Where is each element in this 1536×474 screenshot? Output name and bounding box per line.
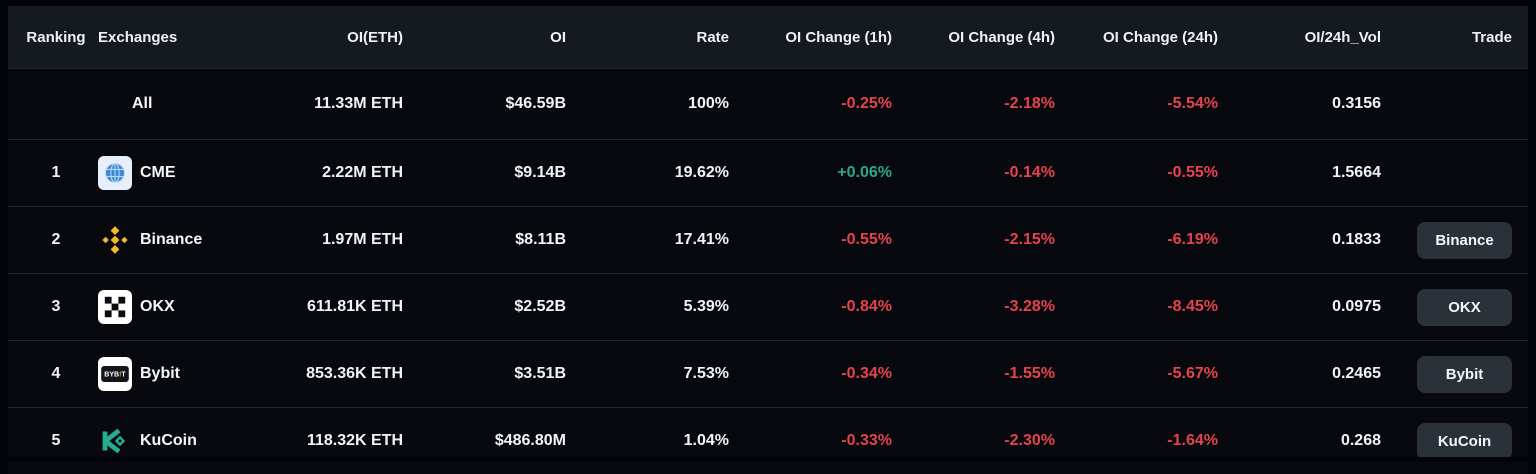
oi-eth-cell: 2.22M ETH (322, 164, 403, 181)
table-row[interactable]: All 11.33M ETH $46.59B 100% -0.25% -2.18… (8, 68, 1528, 139)
oi-24h-vol-cell: 1.5664 (1332, 164, 1381, 181)
kucoin-k-icon (98, 424, 132, 458)
header-ranking: Ranking (26, 28, 86, 46)
oi-change-1h-cell: -0.55% (841, 231, 892, 248)
oi-change-24h-cell: -8.45% (1167, 298, 1218, 315)
oi-change-1h-cell: +0.06% (837, 164, 892, 181)
oi-eth-cell: 1.97M ETH (322, 231, 403, 248)
table-body: All 11.33M ETH $46.59B 100% -0.25% -2.18… (8, 68, 1528, 474)
rate-cell: 1.04% (683, 432, 729, 449)
rate-cell: 5.39% (683, 298, 729, 315)
oi-change-4h-cell: -2.15% (1004, 231, 1055, 248)
oi-usd-cell: $486.80M (494, 432, 566, 449)
oi-eth-cell: 11.33M ETH (314, 95, 403, 112)
oi-24h-vol-cell: 0.268 (1340, 432, 1381, 449)
exchange-name: OKX (140, 298, 175, 315)
oi-eth-cell: 853.36K ETH (306, 365, 403, 382)
oi-usd-cell: $3.51B (514, 365, 566, 382)
exchange-cell: Binance (98, 223, 248, 257)
oi-change-24h-cell: -1.64% (1167, 432, 1218, 449)
bottom-edge (0, 457, 1536, 462)
table-row[interactable]: 5 KuCoin 118.32K ETH $486.80M 1.04% -0.3… (8, 407, 1528, 474)
oi-usd-cell: $46.59B (505, 95, 567, 112)
exchange-cell: KuCoin (98, 424, 248, 458)
trade-button[interactable]: Binance (1417, 221, 1512, 259)
header-oi-change-24h: OI Change (24h) (1102, 28, 1218, 46)
ranking-cell: 4 (51, 365, 61, 382)
trade-cell: KuCoin (1389, 422, 1528, 460)
oi-change-24h-cell: -0.55% (1167, 164, 1218, 181)
trade-cell: Bybit (1389, 355, 1528, 393)
table-header: Ranking Exchanges OI(ETH) OI Rate OI Cha… (8, 6, 1528, 68)
oi-usd-cell: $9.14B (514, 164, 566, 181)
oi-change-4h-cell: -1.55% (1004, 365, 1055, 382)
oi-change-24h-cell: -6.19% (1167, 231, 1218, 248)
exchange-cell: BYB!T Bybit (98, 357, 248, 391)
oi-change-24h-cell: -5.54% (1167, 95, 1218, 112)
oi-change-1h-cell: -0.33% (841, 432, 892, 449)
cme-globe-icon (98, 156, 132, 190)
oi-24h-vol-cell: 0.0975 (1332, 298, 1381, 315)
oi-change-4h-cell: -3.28% (1004, 298, 1055, 315)
trade-button[interactable]: Bybit (1417, 355, 1512, 393)
oi-usd-cell: $2.52B (514, 298, 566, 315)
table-row[interactable]: 3 OKX 611.81K ETH $2.52B 5.39% -0.84% -3… (8, 273, 1528, 340)
exchange-name: CME (140, 164, 176, 181)
header-oi-24h-vol: OI/24h_Vol (1304, 28, 1381, 46)
header-oi-change-4h: OI Change (4h) (948, 28, 1055, 46)
exchange-name: KuCoin (140, 432, 197, 449)
oi-change-24h-cell: -5.67% (1167, 365, 1218, 382)
okx-grid-icon (98, 290, 132, 324)
oi-eth-cell: 118.32K ETH (306, 432, 403, 449)
rate-cell: 7.53% (683, 365, 729, 382)
ranking-cell: 3 (51, 298, 61, 315)
oi-change-1h-cell: -0.25% (841, 95, 892, 112)
oi-24h-vol-cell: 0.3156 (1332, 95, 1381, 112)
oi-24h-vol-cell: 0.2465 (1332, 365, 1381, 382)
header-exchanges: Exchanges (98, 28, 178, 46)
oi-change-4h-cell: -2.18% (1004, 95, 1055, 112)
rate-cell: 100% (688, 95, 729, 112)
ranking-cell: 1 (51, 164, 61, 181)
table-row[interactable]: 1 CME 2.22M ETH $9.14B 19.62% +0.06% -0.… (8, 139, 1528, 206)
header-trade: Trade (1471, 28, 1512, 46)
trade-button[interactable]: KuCoin (1417, 422, 1512, 460)
bybit-wordmark-icon: BYB!T (98, 357, 132, 391)
oi-change-1h-cell: -0.84% (841, 298, 892, 315)
trade-cell: OKX (1389, 288, 1528, 326)
header-oi-change-1h: OI Change (1h) (785, 28, 892, 46)
exchange-cell: All (98, 95, 248, 113)
oi-eth-cell: 611.81K ETH (306, 298, 403, 315)
svg-text:BYB!T: BYB!T (104, 372, 126, 379)
exchange-cell: CME (98, 156, 248, 190)
exchange-name: Binance (140, 231, 203, 248)
exchange-name: All (132, 95, 153, 112)
oi-usd-cell: $8.11B (515, 231, 566, 248)
oi-change-4h-cell: -2.30% (1004, 432, 1055, 449)
binance-diamond-icon (98, 223, 132, 257)
header-oi-eth: OI(ETH) (347, 28, 403, 46)
table-row[interactable]: 2 Binance 1.97M ETH $8.11B 17.41% -0.55%… (8, 206, 1528, 273)
rate-cell: 17.41% (674, 231, 729, 248)
ranking-cell: 5 (51, 432, 61, 449)
oi-24h-vol-cell: 0.1833 (1332, 231, 1381, 248)
trade-cell: Binance (1389, 221, 1528, 259)
header-rate: Rate (696, 28, 729, 46)
oi-change-4h-cell: -0.14% (1004, 164, 1055, 181)
rate-cell: 19.62% (674, 164, 729, 181)
exchange-name: Bybit (140, 365, 180, 382)
oi-change-1h-cell: -0.34% (841, 365, 892, 382)
trade-button[interactable]: OKX (1417, 288, 1512, 326)
ranking-cell: 2 (51, 231, 61, 248)
header-oi: OI (550, 28, 566, 46)
table-row[interactable]: 4 BYB!T Bybit 853.36K ETH $3.51B 7.53% -… (8, 340, 1528, 407)
open-interest-exchange-table: Ranking Exchanges OI(ETH) OI Rate OI Cha… (8, 6, 1528, 460)
exchange-cell: OKX (98, 290, 248, 324)
